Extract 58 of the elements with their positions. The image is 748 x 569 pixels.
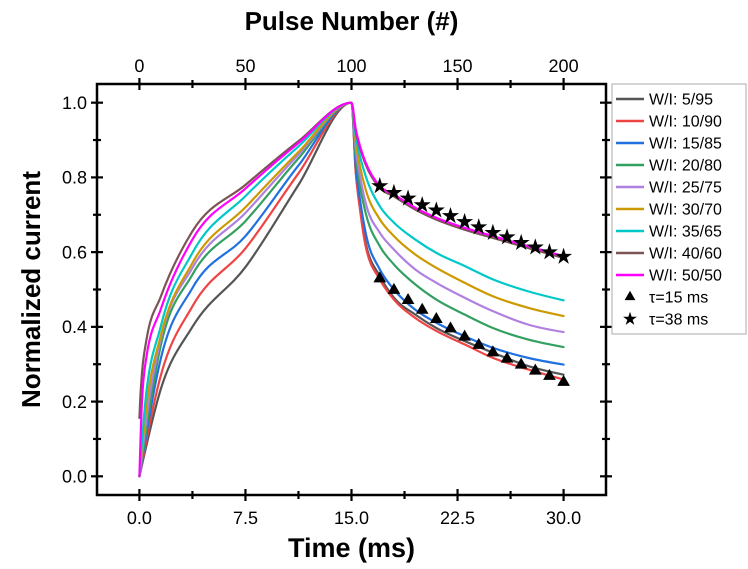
y-tick-label: 0.4 bbox=[62, 317, 87, 338]
x-tick-label: 22.5 bbox=[440, 508, 476, 528]
legend-label: W/I: 30/70 bbox=[649, 202, 722, 219]
point bbox=[514, 358, 528, 369]
legend-label: W/I: 20/80 bbox=[649, 158, 722, 175]
y-tick-label: 0.6 bbox=[62, 242, 87, 262]
legend-label: W/I: 40/60 bbox=[649, 246, 722, 263]
point bbox=[385, 184, 402, 200]
y-axis-title: Normalized current bbox=[16, 170, 46, 408]
point bbox=[540, 243, 558, 260]
legend-label: W/I: 35/65 bbox=[649, 224, 722, 241]
x-tick-label: 30.0 bbox=[546, 508, 582, 528]
point bbox=[444, 321, 457, 332]
point bbox=[526, 238, 544, 255]
legend-label: τ=38 ms bbox=[649, 312, 708, 329]
legend-label: W/I: 50/50 bbox=[649, 268, 722, 285]
point bbox=[458, 330, 471, 341]
y-tick-label: 1.0 bbox=[62, 92, 87, 113]
point bbox=[500, 352, 514, 363]
point bbox=[555, 248, 572, 264]
point bbox=[498, 228, 516, 244]
point bbox=[416, 302, 429, 314]
point bbox=[373, 271, 386, 282]
point bbox=[456, 212, 474, 230]
point bbox=[484, 224, 502, 240]
x2-tick-label: 0 bbox=[134, 56, 144, 76]
x2-tick-label: 50 bbox=[235, 56, 256, 76]
x2-tick-label: 150 bbox=[442, 56, 473, 76]
point bbox=[442, 206, 459, 224]
point bbox=[486, 345, 500, 356]
point bbox=[528, 364, 542, 375]
point bbox=[371, 177, 388, 194]
x2-tick-label: 200 bbox=[548, 56, 579, 76]
point bbox=[402, 292, 414, 304]
point bbox=[400, 189, 417, 206]
x-tick-label: 0.0 bbox=[126, 508, 152, 528]
y-tick-label: 0.2 bbox=[62, 392, 87, 412]
x2-axis-title: Pulse Number (#) bbox=[244, 6, 458, 36]
point bbox=[414, 196, 431, 212]
point bbox=[388, 282, 400, 294]
x-tick-label: 7.5 bbox=[232, 508, 258, 528]
point bbox=[543, 368, 556, 380]
x-tick-label: 15.0 bbox=[334, 508, 370, 528]
x2-tick-label: 100 bbox=[336, 56, 367, 76]
point bbox=[472, 338, 486, 349]
legend-label: W/I: 15/85 bbox=[649, 136, 722, 153]
x-axis-title: Time (ms) bbox=[288, 533, 416, 563]
point bbox=[470, 218, 488, 234]
y-tick-label: 0.0 bbox=[62, 466, 87, 487]
legend-label: W/I: 5/95 bbox=[649, 92, 714, 109]
legend-label: τ=15 ms bbox=[649, 290, 708, 307]
point bbox=[557, 374, 570, 386]
legend-label: W/I: 25/75 bbox=[649, 180, 722, 197]
point bbox=[512, 234, 530, 250]
point bbox=[428, 201, 445, 218]
point bbox=[430, 312, 443, 324]
y-tick-label: 0.8 bbox=[62, 168, 87, 188]
legend-label: W/I: 10/90 bbox=[649, 114, 722, 131]
